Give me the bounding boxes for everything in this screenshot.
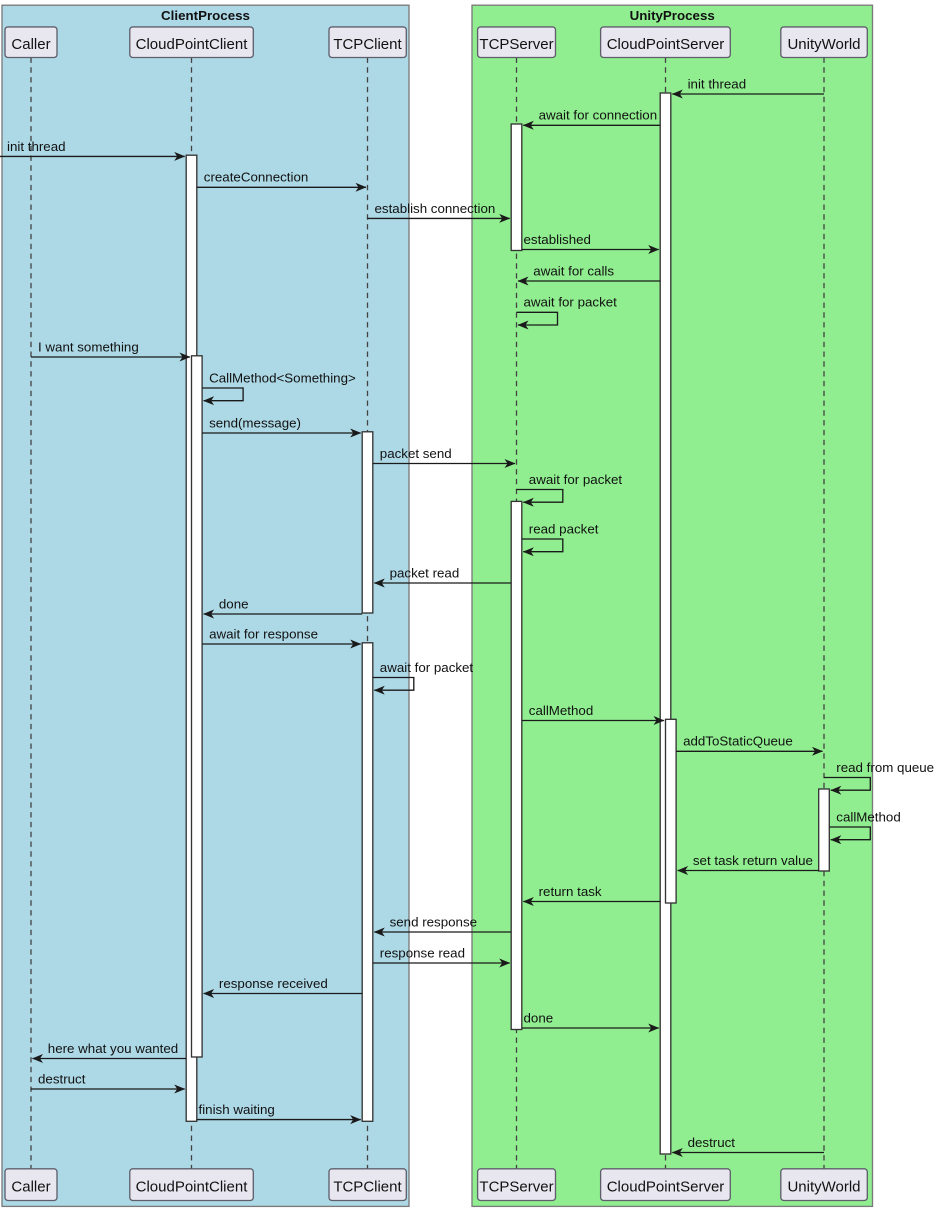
svg-text:packet send: packet send <box>380 446 452 461</box>
svg-text:await for packet: await for packet <box>380 660 474 675</box>
svg-text:CallMethod<Something>: CallMethod<Something> <box>209 370 356 385</box>
svg-text:TCPClient: TCPClient <box>333 1179 402 1196</box>
svg-text:UnityProcess: UnityProcess <box>630 8 715 23</box>
svg-text:await for response: await for response <box>209 626 318 641</box>
svg-text:CloudPointClient: CloudPointClient <box>136 1179 249 1196</box>
svg-text:callMethod: callMethod <box>529 703 593 718</box>
svg-text:Caller: Caller <box>11 1179 50 1196</box>
svg-text:I want something: I want something <box>38 339 139 354</box>
svg-text:await for packet: await for packet <box>524 295 618 310</box>
svg-text:send(message): send(message) <box>209 415 301 430</box>
svg-text:await for calls: await for calls <box>533 263 614 278</box>
svg-text:packet read: packet read <box>390 565 460 580</box>
svg-text:await for packet: await for packet <box>529 472 623 487</box>
svg-text:TCPServer: TCPServer <box>479 1179 553 1196</box>
svg-text:UnityWorld: UnityWorld <box>787 1179 860 1196</box>
svg-text:TCPClient: TCPClient <box>333 36 402 53</box>
svg-text:addToStaticQueue: addToStaticQueue <box>683 734 793 749</box>
svg-text:read from queue: read from queue <box>836 760 934 775</box>
svg-text:establish connection: establish connection <box>375 201 496 216</box>
svg-text:init thread: init thread <box>688 76 747 91</box>
svg-text:createConnection: createConnection <box>204 170 308 185</box>
svg-text:set task return value: set task return value <box>693 853 813 868</box>
svg-text:finish waiting: finish waiting <box>199 1102 275 1117</box>
svg-text:Caller: Caller <box>11 36 50 53</box>
svg-text:destruct: destruct <box>688 1135 736 1150</box>
svg-text:response received: response received <box>219 976 328 991</box>
svg-text:send response: send response <box>390 914 477 929</box>
svg-text:CloudPointServer: CloudPointServer <box>607 36 725 53</box>
svg-text:here what you wanted: here what you wanted <box>48 1041 178 1056</box>
svg-text:callMethod: callMethod <box>836 809 900 824</box>
svg-text:ClientProcess: ClientProcess <box>161 8 250 23</box>
svg-text:destruct: destruct <box>38 1071 86 1086</box>
svg-text:UnityWorld: UnityWorld <box>787 36 860 53</box>
svg-text:established: established <box>524 232 591 247</box>
svg-text:done: done <box>524 1010 554 1025</box>
svg-text:done: done <box>219 596 249 611</box>
svg-text:await for connection: await for connection <box>539 108 658 123</box>
svg-text:return task: return task <box>539 884 602 899</box>
svg-text:read packet: read packet <box>529 521 599 536</box>
svg-text:CloudPointClient: CloudPointClient <box>136 36 249 53</box>
svg-text:response read: response read <box>380 945 465 960</box>
svg-text:CloudPointServer: CloudPointServer <box>607 1179 725 1196</box>
svg-text:init thread: init thread <box>7 139 66 154</box>
svg-text:TCPServer: TCPServer <box>479 36 553 53</box>
